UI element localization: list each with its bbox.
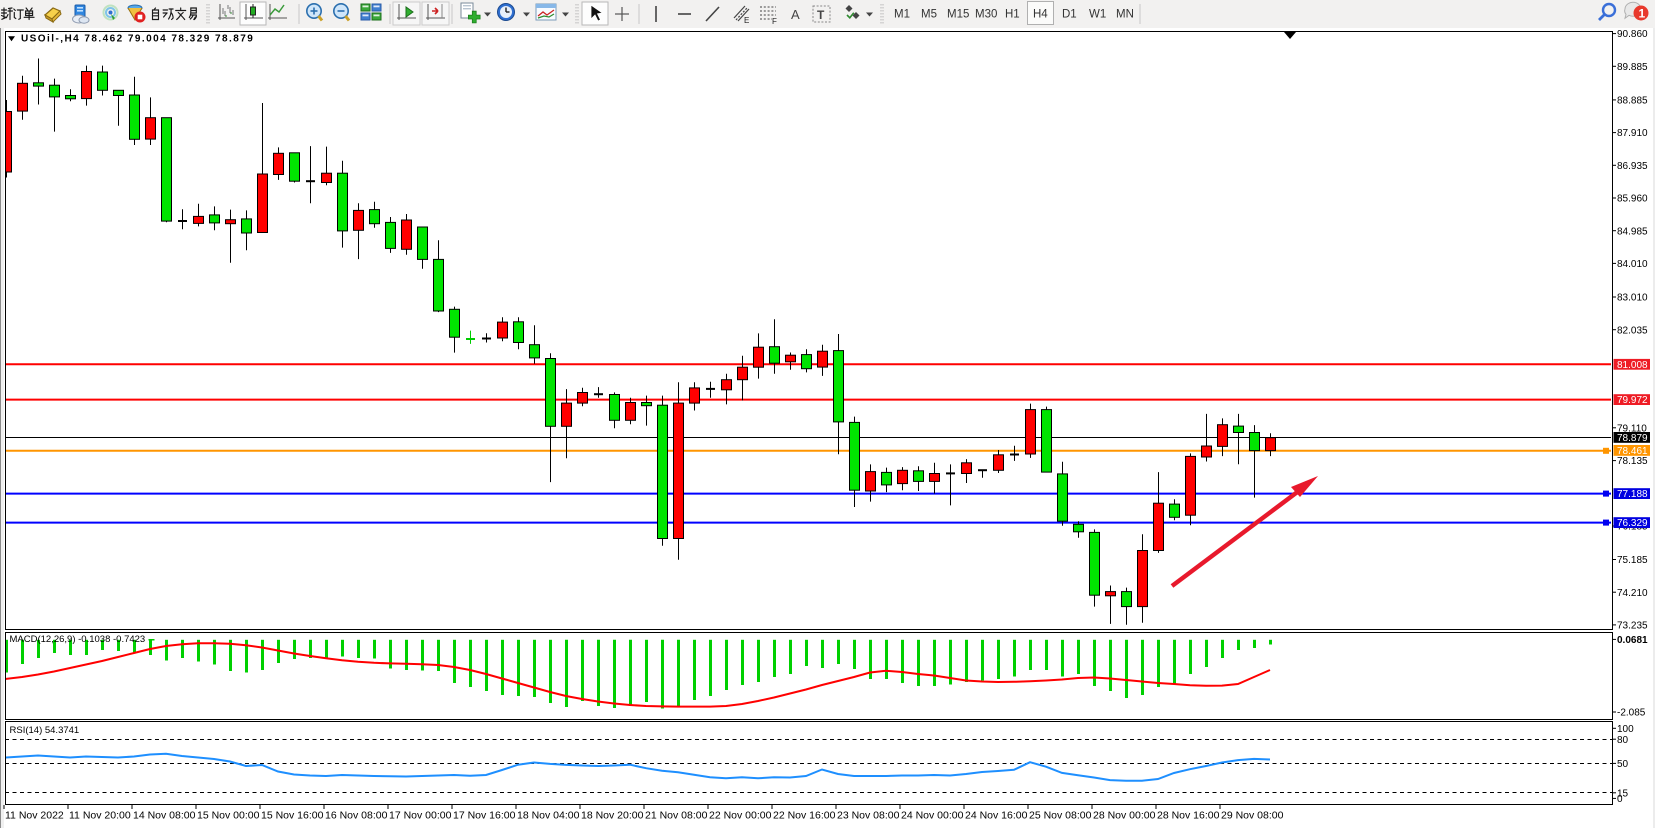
svg-text:78.135: 78.135 <box>1617 456 1648 467</box>
svg-text:80: 80 <box>1617 735 1629 746</box>
svg-text:M15: M15 <box>947 9 969 21</box>
svg-text:22 Nov 00:00: 22 Nov 00:00 <box>709 810 772 822</box>
svg-text:18 Nov 20:00: 18 Nov 20:00 <box>581 810 644 822</box>
svg-text:11 Nov 2022: 11 Nov 2022 <box>5 810 64 822</box>
svg-text:77.188: 77.188 <box>1617 489 1648 500</box>
svg-text:F: F <box>772 17 777 26</box>
svg-text:24 Nov 00:00: 24 Nov 00:00 <box>901 810 964 822</box>
svg-text:22 Nov 16:00: 22 Nov 16:00 <box>773 810 836 822</box>
svg-text:89.885: 89.885 <box>1617 62 1648 73</box>
svg-text:MACD(12,26,9) -0.1038 -0.7423: MACD(12,26,9) -0.1038 -0.7423 <box>10 634 146 645</box>
svg-text:M1: M1 <box>894 9 910 21</box>
svg-text:15 Nov 16:00: 15 Nov 16:00 <box>261 810 324 822</box>
svg-text:0.0681: 0.0681 <box>1617 635 1648 646</box>
svg-text:15: 15 <box>1617 788 1629 799</box>
svg-text:15 Nov 00:00: 15 Nov 00:00 <box>197 810 260 822</box>
svg-text:W1: W1 <box>1089 9 1106 21</box>
svg-text:USOil-,H4 78.462 79.004 78.32: USOil-,H4 78.462 79.004 78.329 78.879 <box>21 34 254 45</box>
svg-text:18 Nov 04:00: 18 Nov 04:00 <box>517 810 580 822</box>
svg-text:85.960: 85.960 <box>1617 194 1648 205</box>
svg-text:90.860: 90.860 <box>1617 29 1648 40</box>
svg-text:73.235: 73.235 <box>1617 621 1648 632</box>
svg-text:76.329: 76.329 <box>1617 518 1648 529</box>
svg-text:17 Nov 16:00: 17 Nov 16:00 <box>453 810 516 822</box>
svg-text:75.185: 75.185 <box>1617 555 1648 566</box>
svg-text:E: E <box>744 16 749 25</box>
svg-text:14 Nov 08:00: 14 Nov 08:00 <box>133 810 196 822</box>
svg-text:M5: M5 <box>921 9 937 21</box>
svg-text:16 Nov 08:00: 16 Nov 08:00 <box>325 810 388 822</box>
svg-text:11 Nov 20:00: 11 Nov 20:00 <box>69 810 131 822</box>
svg-text:86.935: 86.935 <box>1617 161 1648 172</box>
svg-text:0: 0 <box>1617 794 1623 805</box>
svg-text:T: T <box>817 8 825 22</box>
svg-text:MN: MN <box>1116 9 1134 21</box>
svg-text:87.910: 87.910 <box>1617 128 1648 139</box>
svg-text:83.010: 83.010 <box>1617 293 1648 304</box>
svg-text:84.010: 84.010 <box>1617 259 1648 270</box>
svg-text:M30: M30 <box>975 9 997 21</box>
svg-text:A: A <box>791 7 800 22</box>
svg-text:28 Nov 16:00: 28 Nov 16:00 <box>1157 810 1220 822</box>
svg-text:H1: H1 <box>1005 9 1020 21</box>
svg-text:23 Nov 08:00: 23 Nov 08:00 <box>837 810 900 822</box>
svg-text:29 Nov 08:00: 29 Nov 08:00 <box>1221 810 1284 822</box>
svg-text:79.110: 79.110 <box>1617 423 1647 434</box>
svg-text:50: 50 <box>1617 759 1629 770</box>
svg-text:82.035: 82.035 <box>1617 325 1648 336</box>
svg-text:28 Nov 00:00: 28 Nov 00:00 <box>1093 810 1156 822</box>
svg-text:1: 1 <box>1639 7 1646 21</box>
svg-text:24 Nov 16:00: 24 Nov 16:00 <box>965 810 1028 822</box>
svg-text:84.985: 84.985 <box>1617 226 1648 237</box>
svg-text:21 Nov 08:00: 21 Nov 08:00 <box>645 810 708 822</box>
svg-text:25 Nov 08:00: 25 Nov 08:00 <box>1029 810 1092 822</box>
svg-text:100: 100 <box>1617 724 1634 735</box>
svg-text:74.210: 74.210 <box>1617 588 1648 599</box>
svg-text:88.885: 88.885 <box>1617 96 1648 107</box>
svg-text:78.461: 78.461 <box>1617 446 1648 457</box>
svg-text:-2.085: -2.085 <box>1617 708 1646 719</box>
svg-text:RSI(14) 54.3741: RSI(14) 54.3741 <box>10 725 80 736</box>
svg-text:D1: D1 <box>1062 9 1077 21</box>
svg-text:79.972: 79.972 <box>1617 395 1648 406</box>
svg-text:81.008: 81.008 <box>1617 360 1648 371</box>
svg-text:H4: H4 <box>1033 9 1048 21</box>
svg-text:17 Nov 00:00: 17 Nov 00:00 <box>389 810 452 822</box>
svg-text:78.879: 78.879 <box>1617 433 1648 444</box>
